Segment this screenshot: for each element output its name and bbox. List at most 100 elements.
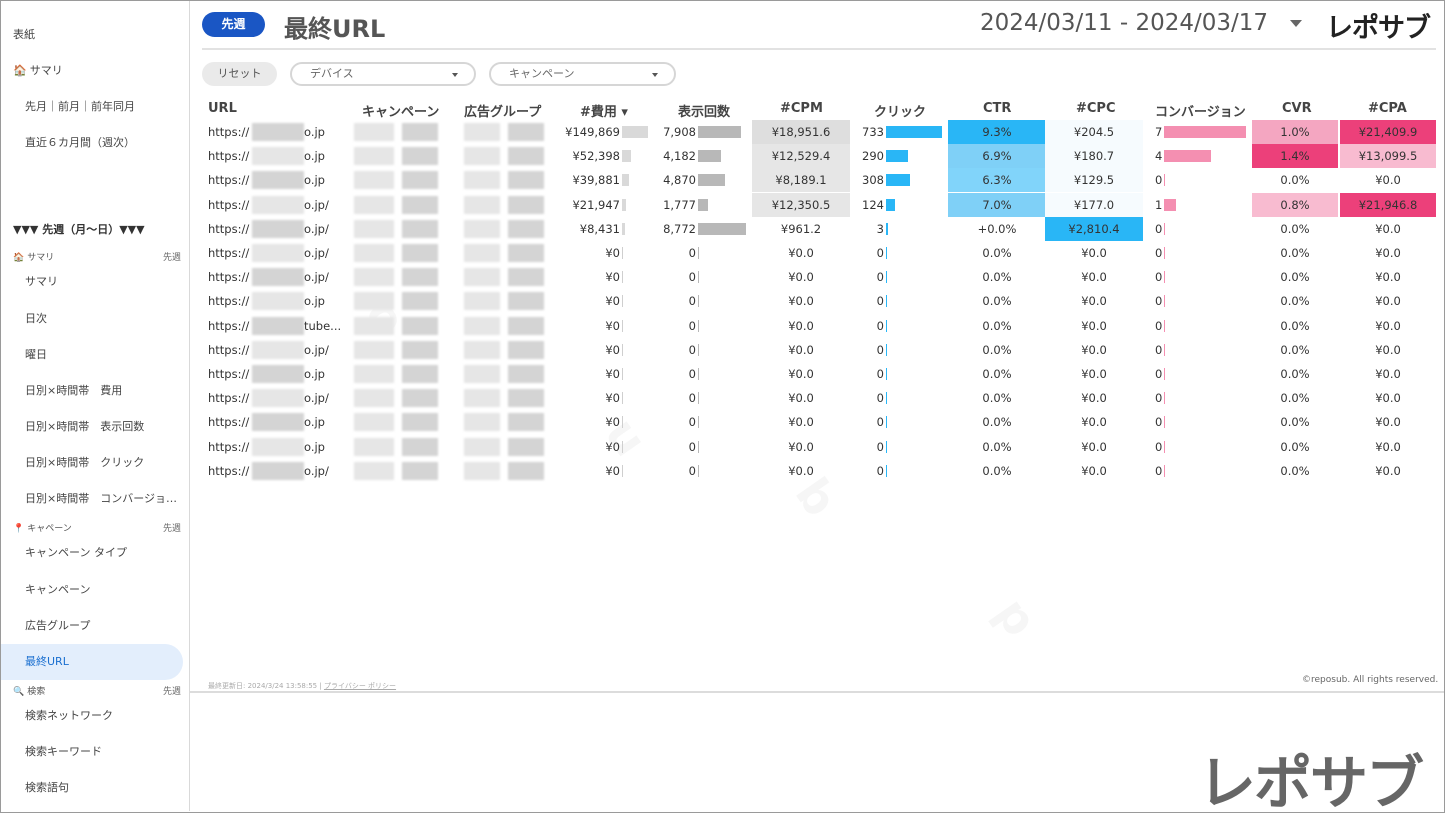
sidebar-item-daily[interactable]: 日次 [25,312,47,325]
sidebar-item-search-network[interactable]: 検索ネットワーク [25,709,113,722]
column-header-clicks[interactable]: クリック [874,105,927,120]
section-tag: 先週 [162,253,181,263]
cpm-heat-cell [752,120,850,144]
table-row[interactable]: https:// o.jp ¥149,869 7,908 ¥18,951.6 733 9.3… [202,120,1438,144]
redacted-campaign-block [402,316,438,335]
impressions-value: 4,182 [663,149,696,164]
conversions-value: 1 [1155,197,1163,212]
clicks-value: 124 [862,197,884,212]
sidebar-item-search-keyword[interactable]: 検索キーワード [25,745,102,758]
table-row[interactable]: https:// o.jp ¥52,398 4,182 ¥12,529.4 290 6.9%… [202,144,1438,169]
conversions-value: 0 [1155,318,1163,333]
sidebar-item-monthly[interactable]: 先月｜前月｜前年同月 [25,100,135,113]
cost-bar [622,271,623,284]
redacted-campaign-block [402,195,438,214]
redacted-ad-group-block [464,316,500,335]
column-header-ctr[interactable]: CTR [983,101,1012,116]
campaign-filter-dropdown[interactable]: キャンペーン [489,62,676,86]
table-row[interactable]: https:// tube... ¥0 0 ¥0.0 0 0.0% ¥0.0 0 0.0% ¥0.0 [202,314,1438,338]
table-row[interactable]: https:// o.jp ¥0 0 ¥0.0 0 0.0% ¥0.0 0 0.0% ¥0.0 [202,410,1438,434]
redacted-campaign-block [402,244,438,262]
table-row[interactable]: https:// o.jp/ ¥0 0 ¥0.0 0 0.0% ¥0.0 0 0.0% ¥0.0 [202,459,1438,483]
sidebar-item-ad-group[interactable]: 広告グループ [25,619,91,632]
clicks-bar [886,319,887,332]
sidebar-item-search-terms[interactable]: 検索語句 [25,781,69,794]
privacy-policy-link[interactable]: プライバシー ポリシー [323,682,397,690]
cpc-value: ¥2,810.4 [1068,221,1120,236]
column-header-campaign[interactable]: キャンペーン [362,105,440,120]
cpm-value: ¥0.0 [788,318,814,333]
table-row[interactable]: https:// o.jp ¥39,881 4,870 ¥8,189.1 308 6.3% ¥… [202,168,1438,193]
cpa-heat-cell [1340,192,1436,217]
cpa-value: ¥0.0 [1375,270,1401,285]
redacted-ad-group-block [464,123,500,141]
cost-bar [622,150,632,163]
sidebar-item-hourly-cost[interactable]: 日別×時間帯 費用 [25,384,123,397]
column-header-url[interactable]: URL [208,101,237,116]
redacted-ad-group-block [464,195,500,214]
cvr-value: 0.0% [1280,270,1310,285]
column-header-conversions[interactable]: コンバージョン [1155,105,1246,120]
redacted-campaign-block [354,292,394,311]
house-icon: 🏠 [13,64,27,77]
impressions-bar [698,222,746,235]
column-header-cpa[interactable]: #CPA [1368,101,1407,116]
column-header-impressions[interactable]: 表示回数 [678,105,731,120]
sidebar-item-weekday[interactable]: 曜日 [25,348,47,361]
sidebar-item-cover[interactable]: 表紙 [13,28,35,41]
url-prefix: https:// [208,197,250,212]
sidebar-item-6months[interactable]: 直近６カ月間（週次） [25,136,135,149]
sidebar-item-hourly-impressions[interactable]: 日別×時間帯 表示回数 [25,420,145,433]
clicks-bar [886,440,887,453]
date-range-picker[interactable]: 2024/03/11 - 2024/03/17 [980,10,1269,36]
table-row[interactable]: https:// o.jp/ ¥8,431 8,772 ¥961.2 3 +0.0% ¥2,8… [202,216,1438,241]
impressions-bar [698,198,708,211]
column-header-ad-group[interactable]: 広告グループ [464,105,542,120]
sidebar-item-summary-top[interactable]: 🏠 サマリ [13,61,63,81]
redacted-ad-group-block [508,292,544,311]
table-row[interactable]: https:// o.jp ¥0 0 ¥0.0 0 0.0% ¥0.0 0 0.0% ¥0.0 [202,362,1438,386]
clicks-value: 0 [876,415,884,430]
chevron-down-icon[interactable] [1290,20,1302,27]
table-row[interactable]: https:// o.jp/ ¥0 0 ¥0.0 0 0.0% ¥0.0 0 0.0% ¥0.0 [202,386,1438,410]
table-row[interactable]: https:// o.jp/ ¥21,947 1,777 ¥12,350.5 124 7.0… [202,192,1438,217]
column-header-cost[interactable]: #費用 ▾ [580,105,628,120]
reset-button[interactable]: リセット [202,62,277,86]
sidebar-item-hourly-conversions[interactable]: 日別×時間帯 コンバージョ… [25,492,177,505]
cpm-value: ¥0.0 [788,270,814,285]
cost-bar [622,174,629,187]
url-prefix: https:// [208,367,250,381]
table-row[interactable]: https:// o.jp/ ¥0 0 ¥0.0 0 0.0% ¥0.0 0 0.0% ¥0.0 [202,241,1438,265]
sidebar-item-summary[interactable]: サマリ [25,275,58,288]
cost-value: ¥0 [605,367,620,381]
conversions-bar [1164,126,1246,138]
ctr-value: 7.0% [982,197,1012,212]
url-suffix: o.jp [304,125,325,139]
cvr-value: 0.0% [1280,439,1310,454]
url-suffix: o.jp [304,173,325,188]
cpm-value: ¥0.0 [788,246,814,260]
redacted-campaign-block [354,389,394,408]
table-row[interactable]: https:// o.jp ¥0 0 ¥0.0 0 0.0% ¥0.0 0 0.0% ¥0.0 [202,435,1438,459]
cpa-heat-cell [1340,144,1436,169]
redacted-campaign-block [402,413,438,432]
table-row[interactable]: https:// o.jp ¥0 0 ¥0.0 0 0.0% ¥0.0 0 0.0% ¥0.0 [202,289,1438,313]
sidebar-item-campaign[interactable]: キャンペーン [25,583,91,596]
url-suffix: o.jp [304,439,325,454]
redacted-ad-group-block [508,219,544,238]
device-filter-dropdown[interactable]: デバイス [290,62,476,86]
ctr-heat-cell [948,120,1046,144]
column-header-cpm[interactable]: #CPM [780,101,823,116]
sidebar-item-campaign-type[interactable]: キャンペーン タイプ [25,546,127,559]
column-header-cpc[interactable]: #CPC [1076,101,1116,116]
period-badge[interactable]: 先週 [202,12,265,37]
redacted-campaign-block [354,316,394,335]
sidebar-item-hourly-clicks[interactable]: 日別×時間帯 クリック [25,456,145,469]
table-row[interactable]: https:// o.jp/ ¥0 0 ¥0.0 0 0.0% ¥0.0 0 0.0% ¥0.0 [202,265,1438,289]
cpc-value: ¥0.0 [1081,318,1107,333]
cost-bar [622,222,625,235]
table-row[interactable]: https:// o.jp/ ¥0 0 ¥0.0 0 0.0% ¥0.0 0 0.0% ¥0.0 [202,338,1438,362]
sidebar-item-final-url[interactable] [1,644,183,680]
column-header-cvr[interactable]: CVR [1282,101,1312,116]
impressions-bar [698,126,742,138]
